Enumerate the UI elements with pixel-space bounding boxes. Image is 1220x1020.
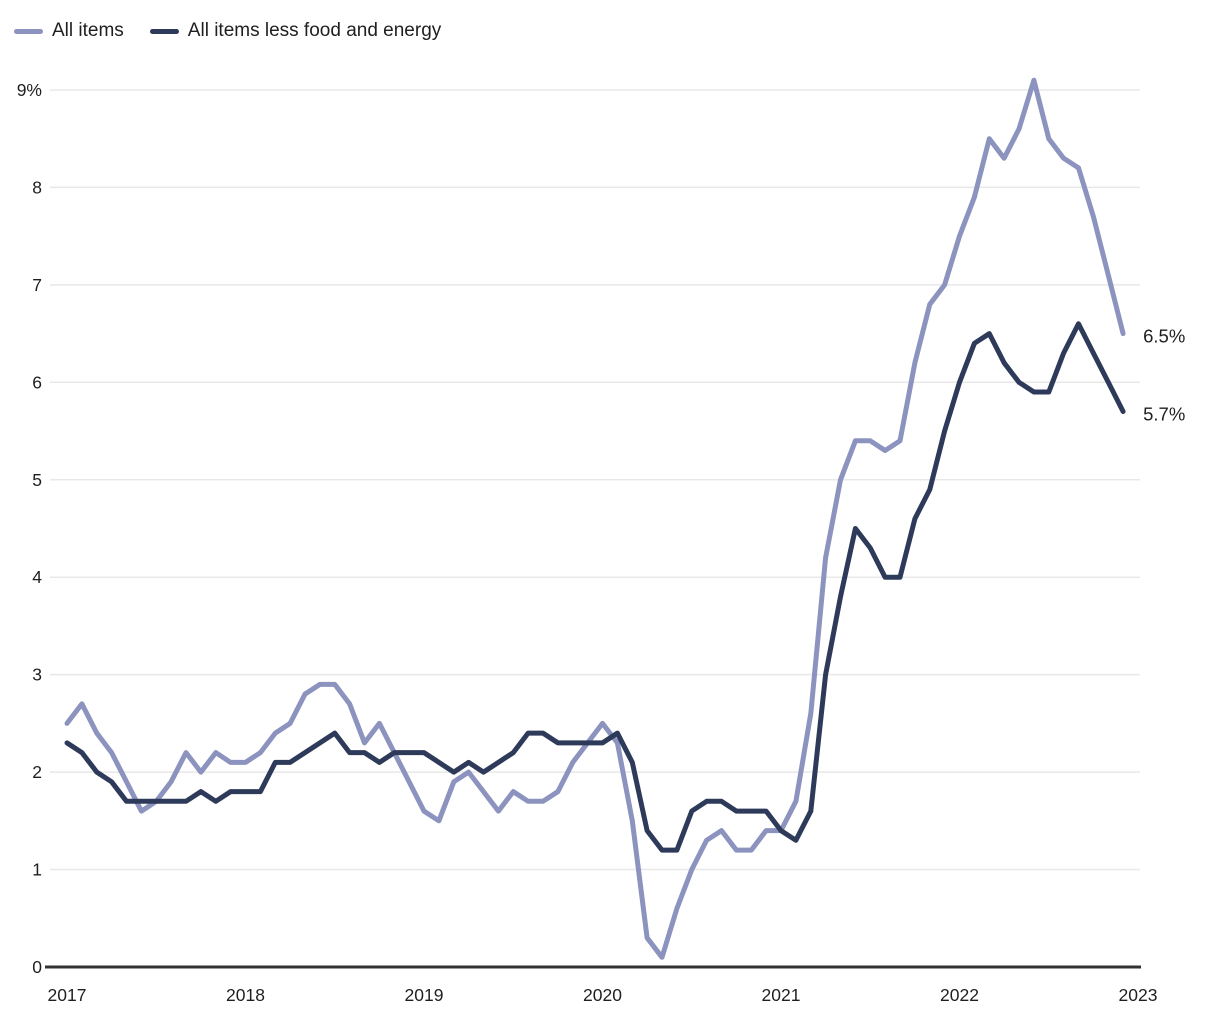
y-tick-label-4: 4 xyxy=(32,567,42,587)
y-tick-label-0: 0 xyxy=(32,957,42,977)
legend-swatch-all-items xyxy=(14,28,43,34)
x-tick-label-2020: 2020 xyxy=(583,985,622,1005)
all-items-line xyxy=(64,77,1126,960)
y-tick-label-9%: 9% xyxy=(17,80,42,100)
end-label-core: 5.7% xyxy=(1143,404,1185,425)
y-tick-label-3: 3 xyxy=(32,665,42,685)
y-tick-label-1: 1 xyxy=(32,860,42,880)
core-line xyxy=(64,321,1126,853)
y-tick-label-7: 7 xyxy=(32,275,42,295)
y-tick-label-6: 6 xyxy=(32,372,42,392)
y-tick-label-5: 5 xyxy=(32,470,42,490)
chart-legend: All items All items less food and energy xyxy=(14,20,441,42)
legend-label-all-items: All items xyxy=(52,20,124,41)
y-tick-label-2: 2 xyxy=(32,762,42,782)
x-tick-label-2018: 2018 xyxy=(226,985,265,1005)
y-tick-label-8: 8 xyxy=(32,177,42,197)
x-tick-label-2021: 2021 xyxy=(762,985,801,1005)
x-tick-label-2017: 2017 xyxy=(48,985,87,1005)
legend-label-core: All items less food and energy xyxy=(187,20,442,41)
legend-item-core: All items less food and energy xyxy=(149,20,442,42)
legend-item-all-items: All items xyxy=(14,20,124,42)
legend-swatch-core xyxy=(149,28,179,34)
x-tick-label-2019: 2019 xyxy=(405,985,444,1005)
x-tick-label-2022: 2022 xyxy=(940,985,979,1005)
x-tick-label-2023: 2023 xyxy=(1119,985,1158,1005)
end-label-all-items: 6.5% xyxy=(1143,326,1185,347)
